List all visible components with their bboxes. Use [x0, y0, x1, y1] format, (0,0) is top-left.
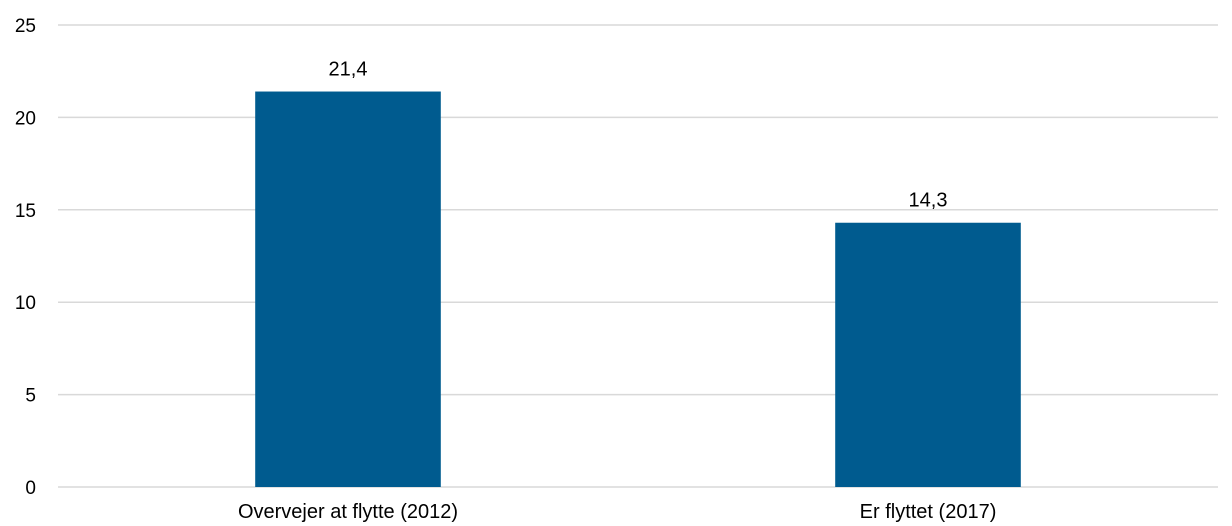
y-tick-label: 5	[25, 386, 36, 407]
bar	[835, 222, 1021, 487]
y-tick-label: 0	[25, 478, 36, 499]
y-tick-label: 10	[15, 293, 36, 314]
category-label: Overvejer at flytte (2012)	[238, 501, 458, 523]
data-labels: 21,4 14,3	[329, 59, 948, 212]
y-tick-label: 25	[15, 16, 36, 37]
bars	[255, 91, 1021, 487]
category-labels: Overvejer at flytte (2012) Er flyttet (20…	[238, 501, 996, 523]
y-axis-tick-labels: 0 5 10 15 20 25	[15, 16, 36, 499]
data-label: 21,4	[329, 59, 368, 81]
data-label: 14,3	[909, 190, 948, 212]
bar	[255, 91, 441, 487]
y-tick-label: 20	[15, 108, 36, 129]
gridlines	[58, 24, 1218, 488]
y-tick-label: 15	[15, 201, 36, 222]
category-label: Er flyttet (2017)	[860, 501, 997, 523]
